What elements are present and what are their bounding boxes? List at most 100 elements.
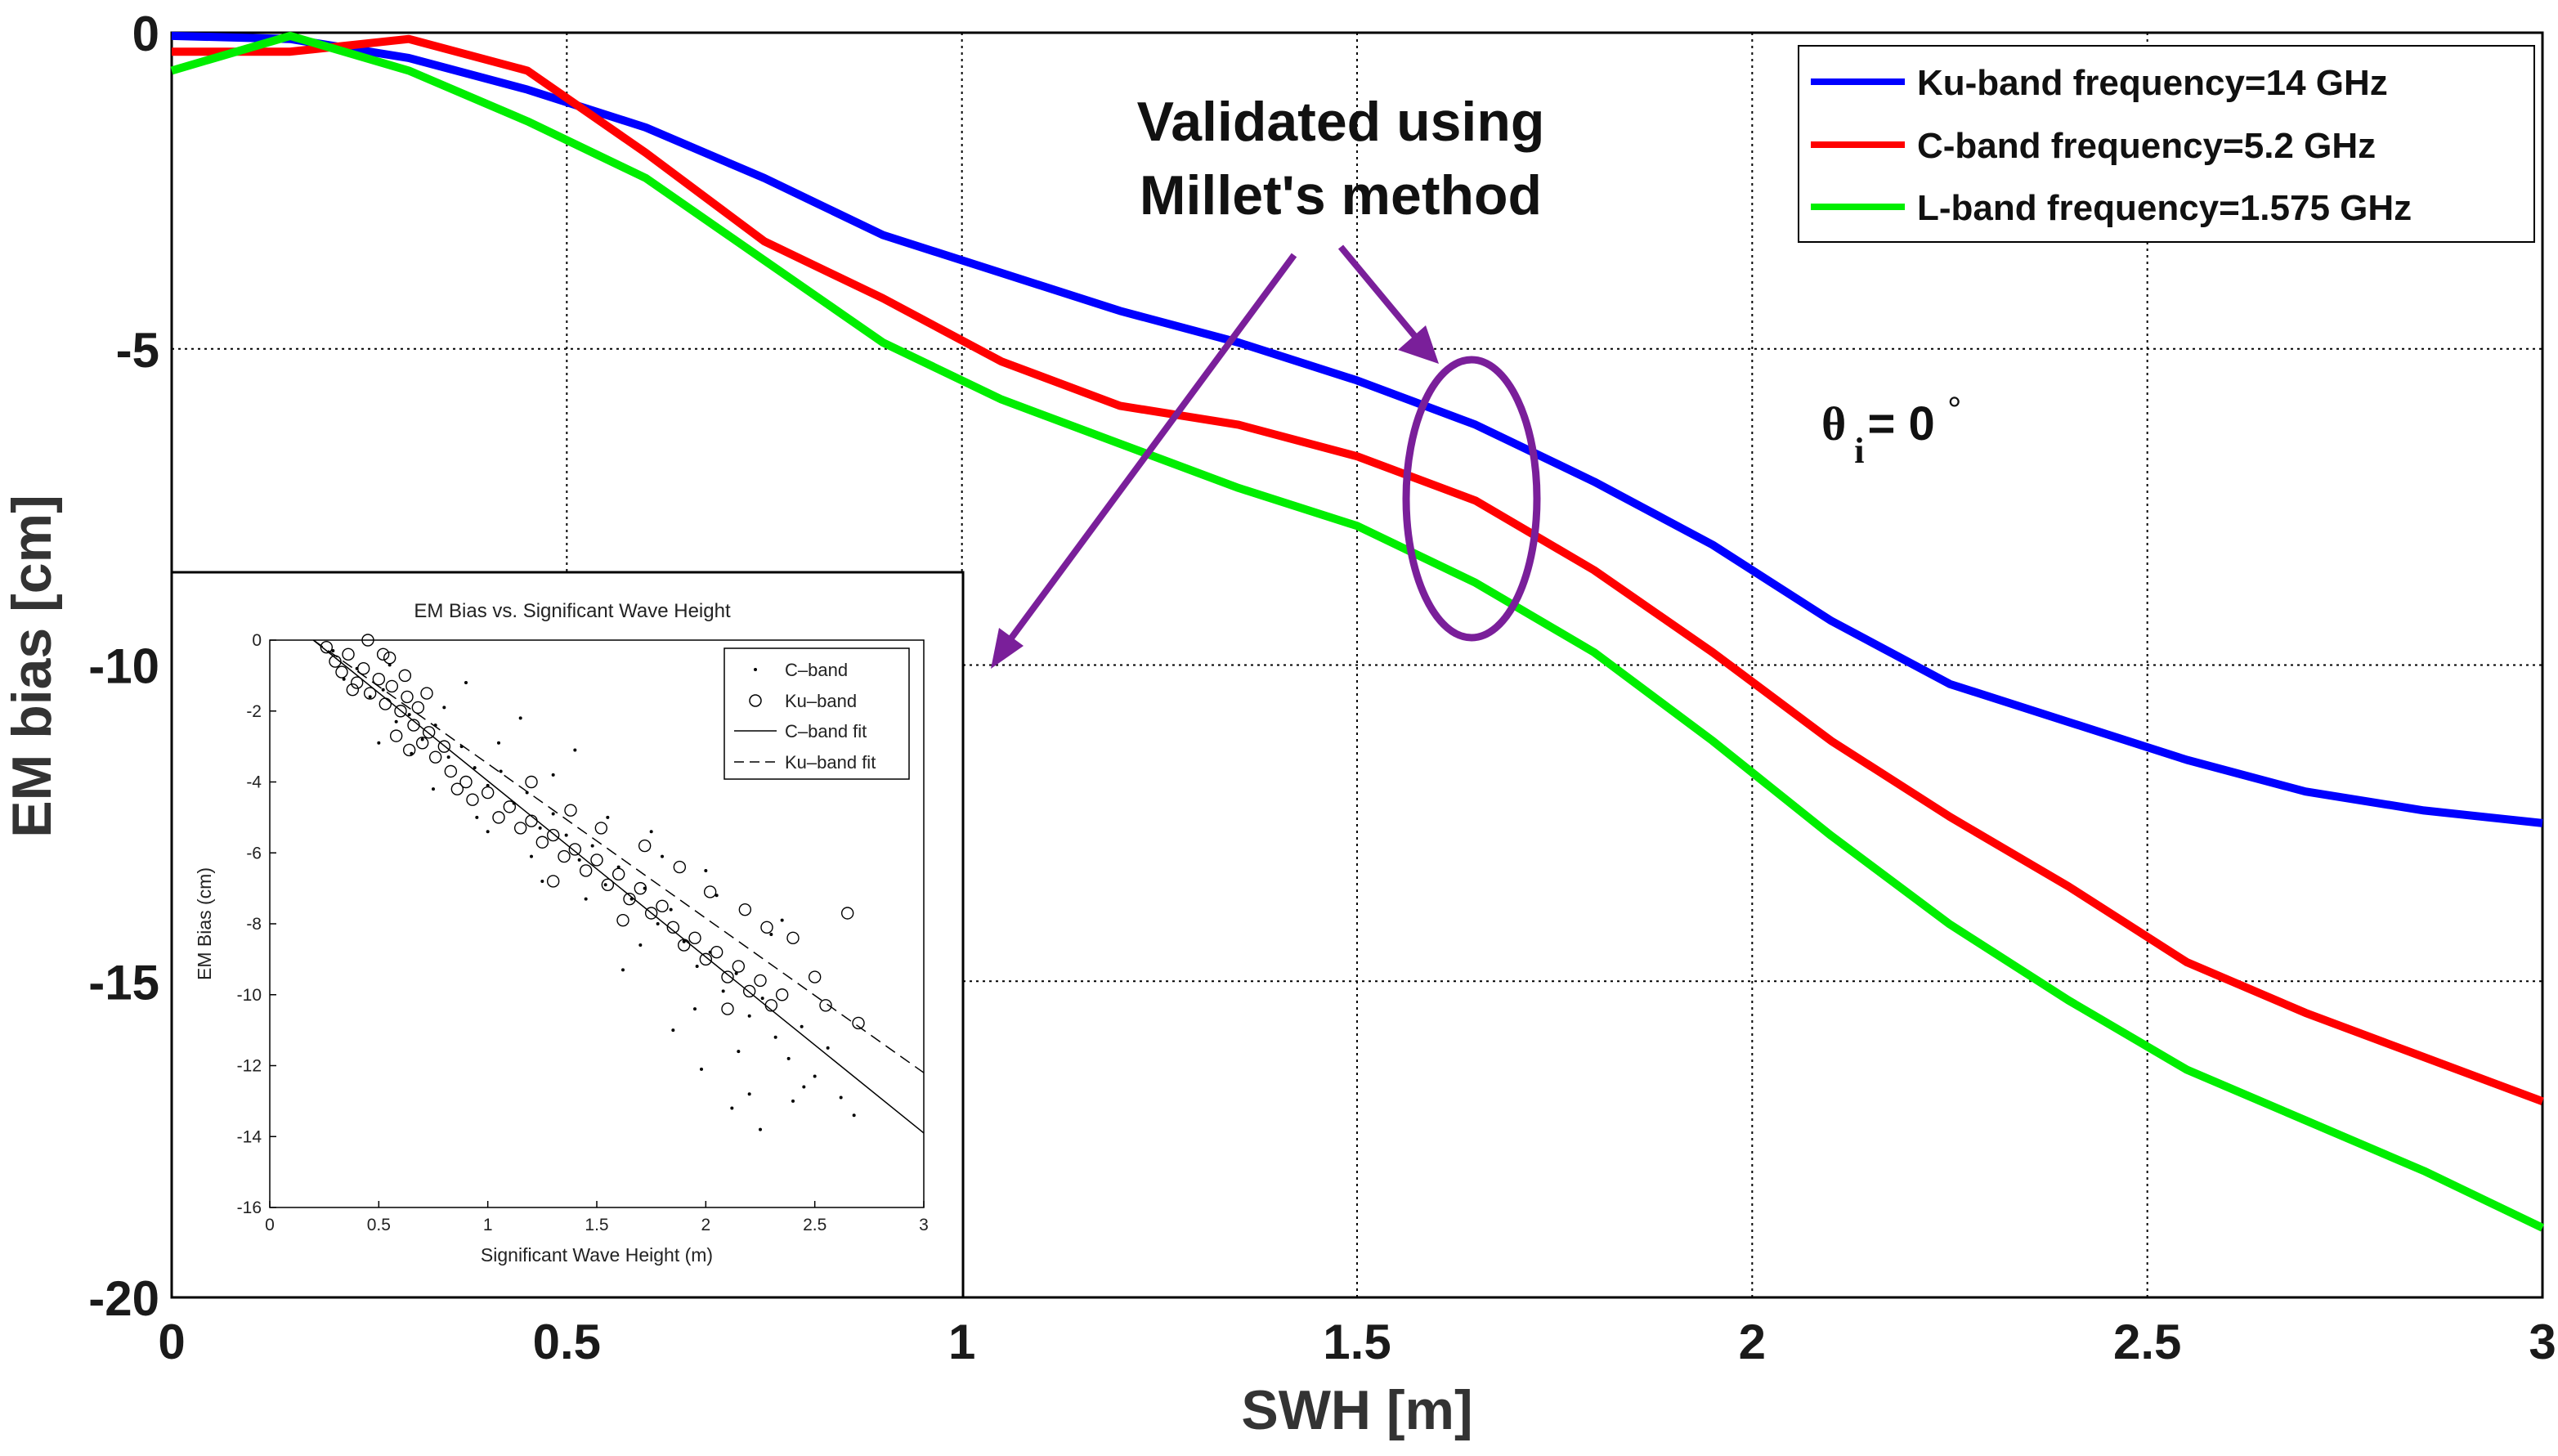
c-band-point: [584, 897, 588, 901]
series-line-c-band: [172, 34, 2544, 1105]
c-band-point: [530, 854, 533, 858]
ku-band-point: [644, 907, 658, 920]
ku-band-point: [721, 1002, 734, 1015]
ku-band-point: [525, 775, 538, 789]
ku-band-point: [428, 750, 442, 764]
c-band-point: [721, 989, 725, 993]
ku-band-point: [579, 864, 593, 877]
c-band-point: [486, 783, 490, 787]
ku-band-point: [383, 651, 396, 665]
c-band-point: [747, 1014, 751, 1018]
c-band-point: [407, 713, 411, 717]
ku-band-point: [703, 885, 717, 898]
theta-value: = 0: [1868, 397, 1935, 450]
c-band-point: [839, 1095, 843, 1100]
main-tick-labels: 0 0.5 1 1.5 2 2.5 30-5-10-15-20: [88, 7, 2556, 1369]
c-band-point: [475, 815, 479, 819]
ku-band-point: [444, 764, 458, 778]
ku-band-point: [546, 875, 560, 888]
ku-band-point: [363, 687, 377, 700]
inset-x-tick-label: 2: [701, 1216, 710, 1234]
c-band-point: [486, 830, 490, 834]
inset-tick-labels: 0 0.5 1 1.5 2 2.5 3 0 -2 -4 -6 -8 -10 -12 -14 -16: [237, 631, 929, 1234]
series-line-l-band: [170, 31, 2545, 1232]
ku-band-point: [335, 665, 348, 679]
highlight-ellipse: [1402, 356, 1541, 642]
ku-band-point: [401, 690, 414, 704]
y-axis-label: EM bias [cm]: [1, 495, 63, 837]
c-band-point: [420, 737, 424, 741]
inset-legend-label-ku-band: Ku–band: [785, 691, 857, 711]
ku-band-point: [558, 849, 571, 863]
c-band-point: [388, 663, 392, 667]
c-band-point: [603, 883, 607, 887]
ku-band-point: [402, 743, 416, 757]
c-band-point: [342, 677, 346, 681]
c-band-point: [693, 1007, 697, 1011]
c-band-point: [737, 1050, 741, 1054]
ku-band-point: [356, 662, 370, 675]
inset-y-tick-label: -12: [237, 1057, 262, 1076]
ku-band-point: [601, 878, 615, 891]
x-tick-label: 3: [2529, 1315, 2556, 1369]
c-band-point: [786, 1056, 791, 1060]
c-band-point: [800, 1024, 804, 1028]
legend-label-c-band: C-band frequency=5.2 GHz: [1917, 126, 2376, 166]
c-band-point: [368, 695, 372, 699]
ku-band-point: [710, 945, 723, 959]
ku-band-point: [742, 984, 756, 998]
legend-label-l-band: L-band frequency=1.575 GHz: [1917, 188, 2412, 228]
ku-band-point: [546, 828, 560, 842]
c-band-point: [518, 716, 522, 720]
ku-band-point: [840, 907, 854, 920]
c-band-point: [747, 1092, 751, 1096]
c-band-point: [769, 933, 773, 937]
x-tick-label: 2.5: [2113, 1315, 2181, 1369]
inset-title: EM Bias vs. Significant Wave Height: [414, 600, 731, 622]
ku-band-point: [492, 811, 505, 824]
c-band-point: [538, 826, 542, 830]
arrow-head-ellipse: [1398, 325, 1439, 364]
inset-legend-label-ku-fit: Ku–band fit: [785, 752, 876, 773]
inset-y-tick-label: -6: [246, 844, 262, 862]
ku-band-point: [535, 836, 549, 849]
ku-band-point: [415, 737, 429, 750]
c-band-point: [734, 971, 738, 975]
ku-band-point: [481, 786, 495, 800]
ku-band-point: [385, 679, 399, 693]
ku-band-point: [760, 921, 773, 934]
ku-band-point: [346, 683, 360, 697]
ku-band-point: [616, 913, 629, 927]
c-band-point: [649, 830, 653, 834]
theta-subscript: i: [1854, 431, 1864, 471]
ku-band-point: [372, 673, 386, 686]
inset-x-tick-label: 1.5: [585, 1216, 608, 1234]
c-band-point: [331, 649, 335, 653]
inset-y-tick-label: -2: [246, 702, 262, 721]
ku-band-point: [437, 740, 451, 753]
c-band-point: [695, 965, 699, 969]
c-band-point: [551, 812, 555, 816]
ku-band-point: [673, 860, 687, 874]
arrow-to-ellipse: [1337, 244, 1424, 346]
annotation-validated-line2: Millet's method: [1140, 164, 1542, 226]
c-band-point: [671, 1028, 675, 1033]
c-band-point: [704, 868, 708, 872]
inset-y-axis-label: EM Bias (cm): [194, 867, 215, 980]
c-band-point: [551, 773, 555, 777]
y-tick-label: -10: [88, 639, 159, 694]
c-band-point: [700, 1067, 703, 1071]
ku-band-point: [466, 793, 479, 806]
c-band-point: [499, 769, 503, 773]
ku-band-point: [786, 931, 800, 945]
c-band-point: [616, 865, 620, 869]
x-tick-label: 1: [948, 1315, 975, 1369]
ku-band-point: [819, 999, 832, 1012]
arrow-to-inset: [1002, 253, 1297, 648]
ku-band-point: [411, 701, 425, 715]
ku-band-point: [612, 867, 625, 880]
inset-y-tick-label: -4: [246, 773, 262, 792]
inset-y-tick-label: 0: [252, 631, 262, 650]
ku-band-point: [738, 903, 752, 916]
